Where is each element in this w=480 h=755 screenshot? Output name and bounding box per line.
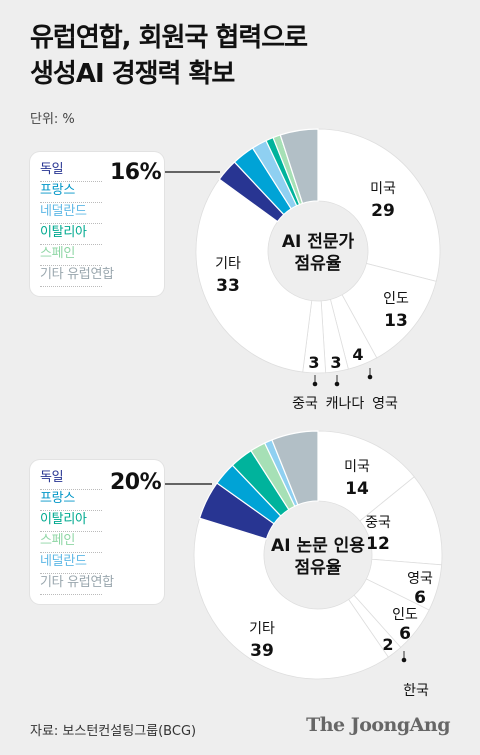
center-label-0-1: 점유율 bbox=[295, 254, 342, 274]
value-label-1-미국: 14 bbox=[345, 479, 369, 499]
value-label-0-캐나다: 3 bbox=[330, 353, 341, 372]
legend-item-0-0: 독일 bbox=[40, 162, 103, 182]
legend-ai-citations: 독일 프랑스 이탈리아 스페인 네덜란드 기타 유럽연합 bbox=[30, 460, 164, 604]
category-label-0-미국: 미국 bbox=[370, 181, 396, 197]
slice-1-기타 bbox=[193, 517, 389, 680]
value-label-0-중국: 3 bbox=[308, 353, 319, 372]
category-label-0-기타: 기타 bbox=[215, 256, 241, 272]
chart-title: 유럽연합, 회원국 협력으로 생성AI 경쟁력 확보 bbox=[30, 20, 308, 92]
value-label-1-기타: 39 bbox=[250, 641, 274, 661]
category-label-1-미국: 미국 bbox=[344, 459, 370, 475]
leader-dot-0-중국 bbox=[312, 381, 318, 387]
legend-item-0-5: 기타 유럽연합 bbox=[40, 267, 114, 287]
leader-dot-0-캐나다 bbox=[334, 381, 340, 387]
center-label-1-0: AI 논문 인용 bbox=[271, 536, 365, 556]
center-hole-0 bbox=[268, 201, 368, 301]
category-label-0-영국: 영국 bbox=[372, 396, 398, 412]
category-label-1-인도: 인도 bbox=[392, 607, 418, 623]
legend-item-1-0: 독일 bbox=[40, 470, 103, 490]
legend-item-1-3: 스페인 bbox=[40, 533, 102, 553]
category-label-0-중국: 중국 bbox=[292, 396, 318, 412]
slice-0-기타 유럽연합 bbox=[279, 128, 319, 205]
category-label-1-기타: 기타 bbox=[249, 621, 275, 637]
leader-dot-0-영국 bbox=[367, 374, 373, 380]
category-label-0-인도: 인도 bbox=[383, 291, 409, 307]
value-label-0-기타: 33 bbox=[216, 276, 240, 296]
legend-item-0-4: 스페인 bbox=[40, 246, 102, 266]
category-label-1-중국: 중국 bbox=[365, 515, 391, 531]
category-label-0-캐나다: 캐나다 bbox=[326, 396, 365, 412]
title-line-2: 생성AI 경쟁력 확보 bbox=[30, 59, 235, 89]
legend-item-0-2: 네덜란드 bbox=[40, 204, 102, 224]
eu-total-ai-citations: 20% bbox=[110, 470, 162, 495]
slice-0-기타 bbox=[195, 178, 313, 373]
slice-1-기타 유럽연합 bbox=[271, 430, 319, 506]
joongang-logo: The JoongAng bbox=[306, 714, 450, 736]
center-label-0-0: AI 전문가 bbox=[282, 232, 355, 252]
value-label-1-영국: 6 bbox=[414, 588, 426, 608]
value-label-1-중국: 12 bbox=[366, 534, 390, 554]
legend-item-1-1: 프랑스 bbox=[40, 491, 102, 511]
legend-item-0-3: 이탈리아 bbox=[40, 225, 102, 245]
value-label-0-영국: 4 bbox=[352, 345, 363, 364]
legend-item-1-4: 네덜란드 bbox=[40, 554, 102, 574]
eu-total-ai-experts: 16% bbox=[110, 160, 162, 185]
value-label-1-인도: 6 bbox=[399, 624, 411, 644]
category-label-1-한국: 한국 bbox=[403, 683, 429, 699]
center-hole-1 bbox=[264, 501, 372, 609]
center-label-1-1: 점유율 bbox=[295, 558, 342, 578]
leader-dot-1-한국 bbox=[401, 657, 407, 663]
source-note: 자료: 보스턴컨설팅그룹(BCG) bbox=[30, 724, 197, 739]
category-label-1-영국: 영국 bbox=[407, 571, 433, 587]
legend-item-0-1: 프랑스 bbox=[40, 183, 102, 203]
legend-ai-experts: 독일 프랑스 네덜란드 이탈리아 스페인 기타 유럽연합 bbox=[30, 152, 164, 296]
value-label-0-인도: 13 bbox=[384, 311, 408, 331]
unit-label: 단위: % bbox=[30, 112, 75, 127]
value-label-0-미국: 29 bbox=[371, 201, 395, 221]
title-line-1: 유럽연합, 회원국 협력으로 bbox=[30, 23, 308, 53]
value-label-1-한국: 2 bbox=[382, 635, 393, 654]
legend-item-1-5: 기타 유럽연합 bbox=[40, 575, 114, 595]
slice-0-미국 bbox=[317, 128, 441, 282]
legend-item-1-2: 이탈리아 bbox=[40, 512, 102, 532]
